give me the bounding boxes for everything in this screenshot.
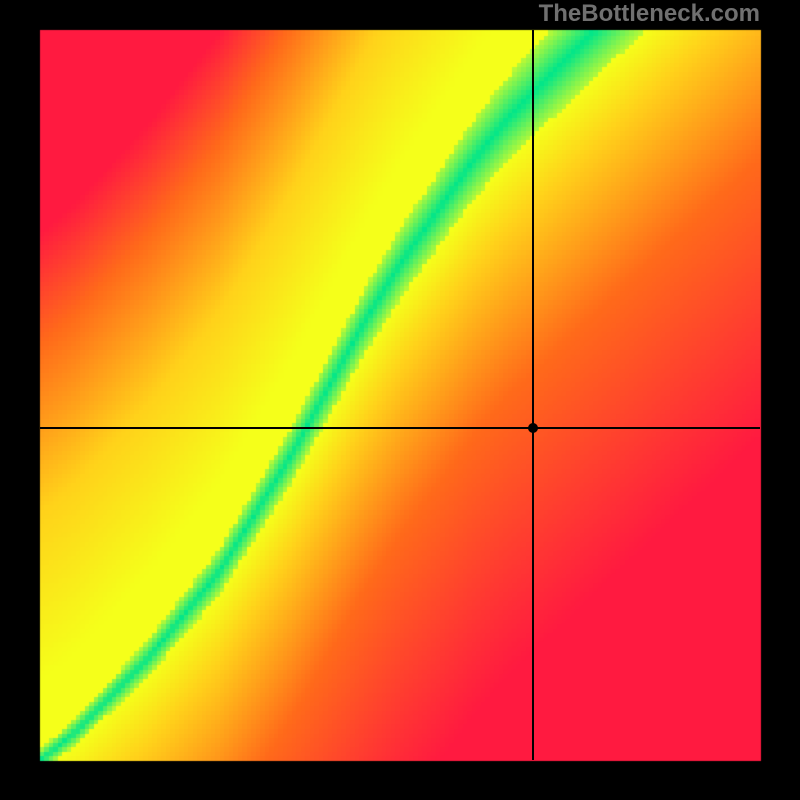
crosshair-vertical: [532, 30, 534, 760]
crosshair-marker: [528, 423, 538, 433]
watermark: TheBottleneck.com: [539, 0, 760, 28]
crosshair-horizontal: [40, 427, 760, 429]
bottleneck-heatmap: [0, 0, 800, 800]
chart-container: TheBottleneck.com: [0, 0, 800, 800]
